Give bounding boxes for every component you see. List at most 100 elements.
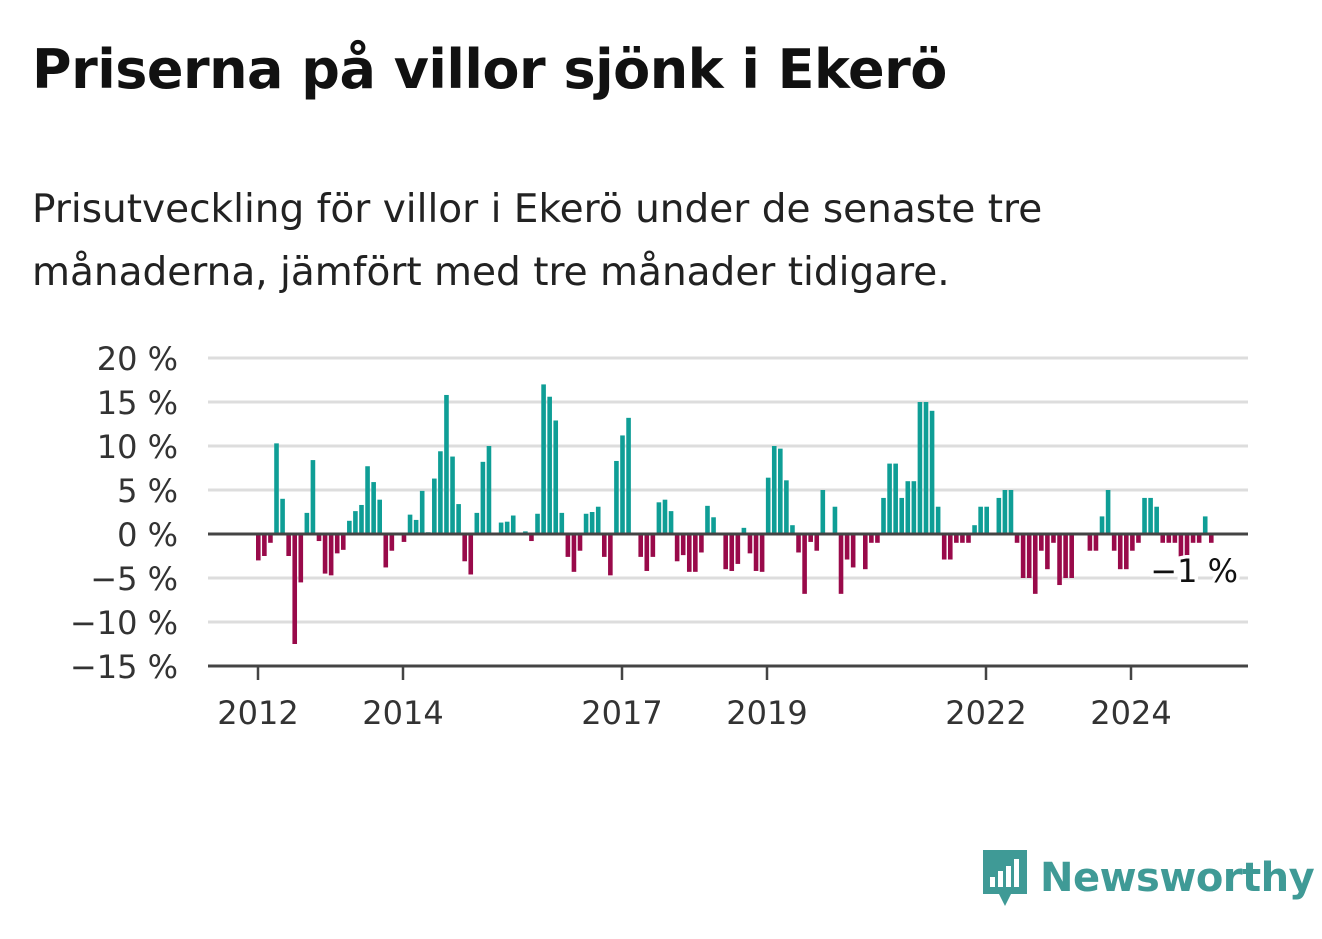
bar-positive <box>438 451 443 534</box>
bar-positive <box>972 525 977 534</box>
bar-negative <box>699 534 704 553</box>
bar-positive <box>365 466 370 534</box>
bar-negative <box>383 534 389 568</box>
bar-positive <box>535 513 540 534</box>
bar-positive <box>711 517 716 534</box>
bar-positive <box>377 499 382 534</box>
chart-subtitle: Prisutveckling för villor i Ekerö under … <box>32 187 1043 295</box>
bar-positive <box>1002 490 1008 534</box>
bar-positive <box>1008 490 1014 534</box>
grid-layer <box>208 356 1248 624</box>
bar-negative <box>340 534 346 550</box>
bar-positive <box>905 481 911 534</box>
bar-negative <box>1026 534 1032 578</box>
bar-negative <box>735 534 741 564</box>
bar-positive <box>280 498 285 534</box>
bar-positive <box>935 506 941 534</box>
bar-positive <box>978 506 983 534</box>
bar-negative <box>1111 534 1117 551</box>
bar-positive <box>923 402 929 534</box>
bar-negative <box>1069 534 1074 578</box>
bar-negative <box>644 534 650 571</box>
x-tick-label: 2024 <box>1090 694 1171 732</box>
bar-positive <box>929 410 935 534</box>
label-layer: 20 % 15 % 10 % 5 % 0 % −5 % −10 % −15 % 2012 2014… <box>70 340 1242 732</box>
bar-negative <box>468 534 474 575</box>
bar-negative <box>863 534 868 570</box>
bar-positive <box>353 511 358 534</box>
bar-negative <box>869 534 874 543</box>
bar-positive <box>765 477 771 534</box>
bar-positive <box>771 446 777 534</box>
bar-positive <box>899 497 905 534</box>
y-tick-label: 20 % <box>97 340 178 378</box>
bar-positive <box>790 525 795 534</box>
bar-positive <box>541 384 546 534</box>
bar-negative <box>747 534 753 554</box>
y-tick-label: −10 % <box>70 604 178 642</box>
bar-negative <box>960 534 965 543</box>
bar-negative <box>262 534 267 556</box>
bar-negative <box>1160 534 1166 543</box>
bar-positive <box>498 522 504 534</box>
bar-negative <box>1130 534 1135 551</box>
bar-negative <box>1124 534 1129 570</box>
bar-positive <box>304 512 310 534</box>
bar-positive <box>419 490 425 534</box>
bar-positive <box>347 520 352 534</box>
bar-negative <box>802 534 807 594</box>
bar-negative <box>462 534 467 562</box>
bar-positive <box>881 497 886 534</box>
bar-positive <box>456 504 461 534</box>
bar-negative <box>814 534 820 551</box>
bar-positive <box>371 482 376 534</box>
bar-negative <box>1172 534 1178 543</box>
bar-negative <box>729 534 735 571</box>
bar-negative <box>1166 534 1172 543</box>
bar-negative <box>1190 534 1196 543</box>
bar-positive <box>656 502 662 534</box>
bar-negative <box>875 534 880 543</box>
bar-positive <box>620 435 625 534</box>
bar-positive <box>444 394 449 534</box>
bar-negative <box>256 534 261 561</box>
y-tick-label: 15 % <box>97 384 178 422</box>
bar-positive <box>626 417 631 534</box>
bar-negative <box>1208 534 1214 543</box>
bar-positive <box>559 512 565 534</box>
bar-positive <box>984 506 989 534</box>
bar-positive <box>413 519 419 534</box>
bar-positive <box>595 506 601 534</box>
bar-positive <box>480 461 486 534</box>
bar-positive <box>474 512 480 534</box>
y-tick-label: 10 % <box>97 428 178 466</box>
bar-negative <box>1045 534 1050 570</box>
bar-positive <box>274 443 279 534</box>
bar-negative <box>966 534 971 543</box>
brand-logo: Newsworthy <box>980 846 1315 910</box>
bar-negative <box>334 534 340 554</box>
bar-positive <box>1154 506 1159 534</box>
bar-positive <box>1148 497 1153 534</box>
bar-positive <box>450 456 455 534</box>
bar-negative <box>693 534 698 572</box>
end-value-label: −1 % <box>1150 552 1238 590</box>
bar-negative <box>571 534 577 572</box>
bar-positive <box>432 478 437 534</box>
bar-positive <box>1099 516 1105 534</box>
bar-negative <box>844 534 850 560</box>
y-tick-label: −5 % <box>90 560 178 598</box>
bar-negative <box>638 534 644 557</box>
y-tick-label: −15 % <box>70 648 178 686</box>
bar-negative <box>947 534 953 560</box>
x-tick-label: 2014 <box>362 694 443 732</box>
bar-negative <box>316 534 322 542</box>
bar-negative <box>1087 534 1093 551</box>
chart-title: Priserna på villor sjönk i Ekerö <box>32 38 947 101</box>
bar-positive <box>784 480 789 534</box>
bar-positive <box>1105 490 1111 534</box>
bar-positive <box>510 515 516 534</box>
bar-negative <box>674 534 680 562</box>
x-tick-label: 2019 <box>726 694 807 732</box>
